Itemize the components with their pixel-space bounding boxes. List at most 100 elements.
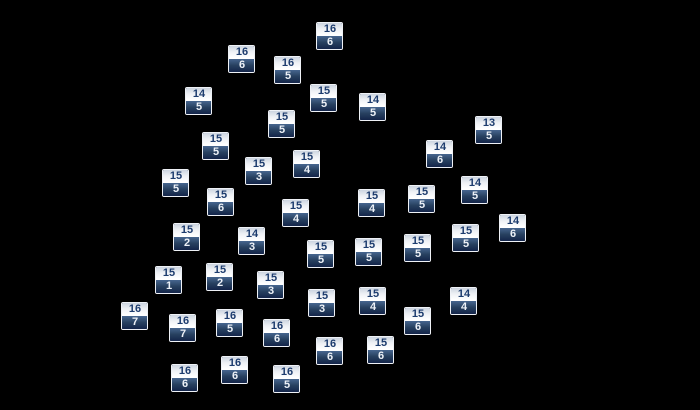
temp-marker[interactable]: 15 4 — [358, 189, 385, 217]
temp-marker[interactable]: 14 5 — [461, 176, 488, 204]
max-temp-value: 15 — [309, 290, 334, 303]
temp-marker[interactable]: 15 5 — [162, 169, 189, 197]
max-temp-value: 14 — [451, 288, 476, 301]
temp-marker[interactable]: 15 6 — [404, 307, 431, 335]
max-temp-value: 15 — [453, 225, 478, 238]
max-temp-value: 16 — [170, 315, 195, 328]
max-temp-value: 14 — [462, 177, 487, 190]
temp-marker[interactable]: 14 5 — [359, 93, 386, 121]
min-temp-value: 6 — [172, 378, 197, 391]
min-temp-value: 5 — [409, 199, 434, 212]
min-temp-value: 5 — [163, 183, 188, 196]
temp-marker[interactable]: 15 4 — [359, 287, 386, 315]
temp-marker[interactable]: 14 4 — [450, 287, 477, 315]
min-temp-value: 2 — [207, 277, 232, 290]
max-temp-value: 15 — [258, 272, 283, 285]
max-temp-value: 15 — [360, 288, 385, 301]
temp-marker[interactable]: 16 6 — [263, 319, 290, 347]
temp-marker[interactable]: 16 7 — [169, 314, 196, 342]
max-temp-value: 16 — [222, 357, 247, 370]
min-temp-value: 6 — [222, 370, 247, 383]
max-temp-value: 16 — [264, 320, 289, 333]
max-temp-value: 14 — [360, 94, 385, 107]
min-temp-value: 4 — [359, 203, 384, 216]
min-temp-value: 2 — [174, 237, 199, 250]
temp-marker[interactable]: 15 5 — [355, 238, 382, 266]
min-temp-value: 6 — [229, 59, 254, 72]
temp-marker[interactable]: 14 3 — [238, 227, 265, 255]
max-temp-value: 15 — [203, 133, 228, 146]
max-temp-value: 15 — [207, 264, 232, 277]
max-temp-value: 15 — [294, 151, 319, 164]
temp-marker[interactable]: 15 6 — [207, 188, 234, 216]
temp-marker[interactable]: 16 5 — [273, 365, 300, 393]
min-temp-value: 4 — [451, 301, 476, 314]
max-temp-value: 15 — [163, 170, 188, 183]
min-temp-value: 6 — [368, 350, 393, 363]
temp-marker[interactable]: 15 2 — [173, 223, 200, 251]
temp-marker[interactable]: 15 5 — [268, 110, 295, 138]
max-temp-value: 15 — [405, 235, 430, 248]
temp-marker[interactable]: 15 3 — [257, 271, 284, 299]
max-temp-value: 15 — [356, 239, 381, 252]
min-temp-value: 5 — [308, 254, 333, 267]
max-temp-value: 16 — [229, 46, 254, 59]
min-temp-value: 7 — [170, 328, 195, 341]
temp-marker[interactable]: 15 5 — [310, 84, 337, 112]
max-temp-value: 16 — [172, 365, 197, 378]
max-temp-value: 14 — [239, 228, 264, 241]
temp-marker[interactable]: 16 5 — [216, 309, 243, 337]
min-temp-value: 5 — [356, 252, 381, 265]
max-temp-value: 15 — [368, 337, 393, 350]
temp-marker[interactable]: 16 6 — [221, 356, 248, 384]
min-temp-value: 3 — [258, 285, 283, 298]
temp-marker[interactable]: 14 6 — [426, 140, 453, 168]
min-temp-value: 5 — [311, 98, 336, 111]
min-temp-value: 7 — [122, 316, 147, 329]
temp-marker[interactable]: 15 5 — [404, 234, 431, 262]
max-temp-value: 15 — [311, 85, 336, 98]
temp-marker[interactable]: 16 6 — [316, 22, 343, 50]
temp-marker[interactable]: 16 6 — [171, 364, 198, 392]
temp-marker[interactable]: 13 5 — [475, 116, 502, 144]
min-temp-value: 5 — [405, 248, 430, 261]
temp-marker[interactable]: 15 3 — [308, 289, 335, 317]
temp-marker[interactable]: 16 6 — [316, 337, 343, 365]
max-temp-value: 15 — [174, 224, 199, 237]
max-temp-value: 16 — [317, 23, 342, 36]
max-temp-value: 15 — [208, 189, 233, 202]
temp-marker[interactable]: 16 5 — [274, 56, 301, 84]
max-temp-value: 15 — [405, 308, 430, 321]
min-temp-value: 6 — [405, 321, 430, 334]
max-temp-value: 16 — [217, 310, 242, 323]
min-temp-value: 6 — [500, 228, 525, 241]
temp-marker[interactable]: 15 5 — [452, 224, 479, 252]
min-temp-value: 4 — [360, 301, 385, 314]
temp-marker[interactable]: 16 6 — [228, 45, 255, 73]
temp-marker[interactable]: 15 4 — [282, 199, 309, 227]
max-temp-value: 14 — [427, 141, 452, 154]
temp-marker[interactable]: 14 6 — [499, 214, 526, 242]
max-temp-value: 15 — [283, 200, 308, 213]
temp-marker[interactable]: 15 1 — [155, 266, 182, 294]
temp-marker[interactable]: 15 3 — [245, 157, 272, 185]
temp-marker[interactable]: 15 5 — [307, 240, 334, 268]
temp-marker[interactable]: 15 4 — [293, 150, 320, 178]
max-temp-value: 14 — [500, 215, 525, 228]
min-temp-value: 6 — [317, 36, 342, 49]
temp-marker[interactable]: 15 5 — [408, 185, 435, 213]
min-temp-value: 3 — [309, 303, 334, 316]
min-temp-value: 5 — [360, 107, 385, 120]
min-temp-value: 5 — [186, 101, 211, 114]
temp-marker[interactable]: 14 5 — [185, 87, 212, 115]
max-temp-value: 16 — [275, 57, 300, 70]
temp-marker[interactable]: 15 5 — [202, 132, 229, 160]
temp-marker[interactable]: 15 2 — [206, 263, 233, 291]
temp-marker[interactable]: 15 6 — [367, 336, 394, 364]
min-temp-value: 5 — [203, 146, 228, 159]
max-temp-value: 16 — [317, 338, 342, 351]
max-temp-value: 16 — [274, 366, 299, 379]
max-temp-value: 13 — [476, 117, 501, 130]
max-temp-value: 15 — [359, 190, 384, 203]
temp-marker[interactable]: 16 7 — [121, 302, 148, 330]
